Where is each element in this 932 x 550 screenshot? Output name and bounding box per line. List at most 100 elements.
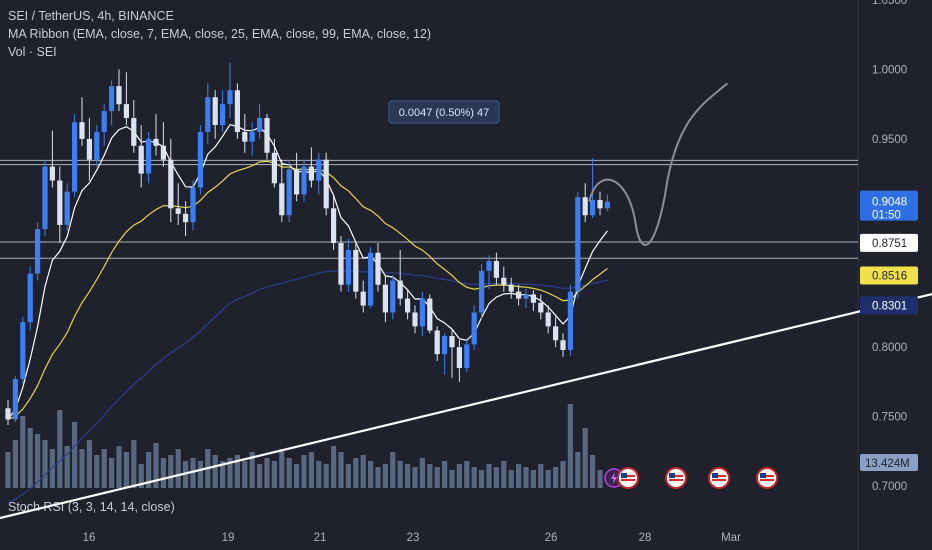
candle-body bbox=[220, 104, 226, 125]
candle-body bbox=[353, 249, 359, 292]
candle-body bbox=[545, 312, 551, 327]
volume-bar bbox=[264, 458, 270, 488]
volume-bar bbox=[190, 458, 196, 488]
candle-body bbox=[20, 322, 26, 380]
candle-body bbox=[57, 180, 63, 225]
volume-bar bbox=[131, 440, 137, 488]
y-tick-label: 1.0000 bbox=[872, 64, 907, 76]
flag-stripe bbox=[669, 479, 683, 481]
candle-body bbox=[582, 197, 588, 216]
volume-bar bbox=[368, 461, 374, 488]
candle-body bbox=[42, 166, 48, 230]
volume-bar bbox=[123, 452, 129, 488]
candle-body bbox=[12, 379, 18, 420]
volume-bar bbox=[64, 446, 70, 488]
candle-body bbox=[464, 344, 470, 369]
candle-body bbox=[153, 138, 159, 146]
candle-body bbox=[412, 312, 418, 327]
volume-bar bbox=[242, 461, 248, 488]
volume-bar bbox=[79, 449, 85, 488]
us-flag-icon bbox=[756, 467, 778, 489]
volume-bar bbox=[560, 461, 566, 488]
volume-bar bbox=[72, 422, 78, 488]
candle-body bbox=[27, 273, 33, 323]
support-trendline bbox=[0, 292, 932, 520]
candle-body bbox=[368, 252, 374, 306]
us-flag-icon bbox=[665, 467, 687, 489]
volume-bar bbox=[153, 443, 159, 488]
volume-bar bbox=[294, 464, 300, 488]
x-tick-label: 16 bbox=[83, 532, 96, 544]
candle-body bbox=[516, 291, 522, 299]
volume-bar bbox=[353, 458, 359, 488]
volume-bar bbox=[382, 464, 388, 488]
candle-body bbox=[523, 294, 529, 299]
flag-field bbox=[669, 473, 683, 483]
flag-stripe bbox=[760, 479, 774, 481]
flag-field bbox=[712, 473, 726, 483]
candle-body bbox=[382, 284, 388, 313]
stoch-rsi-legend[interactable]: Stoch RSI (3, 3, 14, 14, close) bbox=[8, 500, 175, 514]
volume-bar bbox=[538, 464, 544, 488]
y-tick-label: 0.7000 bbox=[872, 481, 907, 493]
flag-canton bbox=[760, 473, 766, 478]
candle-body bbox=[279, 183, 285, 216]
candle-body bbox=[553, 326, 559, 341]
candle-body bbox=[308, 166, 314, 181]
candle-body bbox=[479, 270, 485, 313]
measure-box bbox=[388, 100, 500, 124]
flag-canton bbox=[621, 473, 627, 478]
x-tick-label: 28 bbox=[639, 532, 652, 544]
volume-bar bbox=[471, 467, 477, 488]
flag-canton bbox=[669, 473, 675, 478]
volume-bar bbox=[442, 461, 448, 488]
volume-bar bbox=[360, 455, 366, 488]
candle-body bbox=[493, 261, 499, 278]
candle-body bbox=[190, 187, 196, 223]
volume-bar bbox=[456, 464, 462, 488]
candle-body bbox=[375, 252, 381, 285]
volume-bar bbox=[390, 452, 396, 488]
candle-body bbox=[49, 166, 55, 181]
volume-bar bbox=[160, 458, 166, 488]
volume-bar bbox=[35, 434, 41, 488]
candle-body bbox=[434, 330, 440, 355]
volume-bar bbox=[271, 461, 277, 488]
candle-body bbox=[397, 280, 403, 299]
volume-bar bbox=[109, 458, 115, 488]
volume-bar bbox=[138, 464, 144, 488]
candle-body bbox=[538, 302, 544, 313]
volume-bar bbox=[323, 464, 329, 488]
volume-legend[interactable]: Vol · SEI bbox=[8, 45, 57, 59]
y-tick-label: 0.9500 bbox=[872, 134, 907, 146]
volume-bar bbox=[479, 470, 485, 488]
candle-body bbox=[530, 294, 536, 303]
candle-body bbox=[442, 336, 448, 355]
candle-body bbox=[604, 201, 610, 209]
candle-body bbox=[471, 312, 477, 345]
volume-bar bbox=[197, 461, 203, 488]
ema25-badge-bg bbox=[860, 266, 918, 285]
ema25-line bbox=[7, 160, 608, 420]
candle-body bbox=[390, 280, 396, 313]
candle-body bbox=[427, 298, 433, 331]
ema25-badge-text: 0.8516 bbox=[872, 271, 907, 283]
volume-bar bbox=[449, 470, 455, 488]
volume-bar bbox=[279, 449, 285, 488]
ma-ribbon-legend[interactable]: MA Ribbon (EMA, close, 7, EMA, close, 25… bbox=[8, 27, 432, 41]
volume-bar bbox=[27, 428, 33, 488]
volume-bar bbox=[405, 464, 411, 488]
candle-body bbox=[345, 249, 351, 285]
volume-bar bbox=[101, 449, 107, 488]
volume-bar bbox=[42, 440, 48, 488]
candle-body bbox=[109, 86, 115, 112]
volume-bar bbox=[220, 461, 226, 488]
volume-bar bbox=[375, 467, 381, 488]
volume-bar bbox=[86, 440, 92, 488]
candle-body bbox=[79, 122, 85, 139]
flag-stripe bbox=[712, 475, 726, 477]
candle-body bbox=[249, 131, 255, 142]
us-flag-icon bbox=[617, 467, 639, 489]
